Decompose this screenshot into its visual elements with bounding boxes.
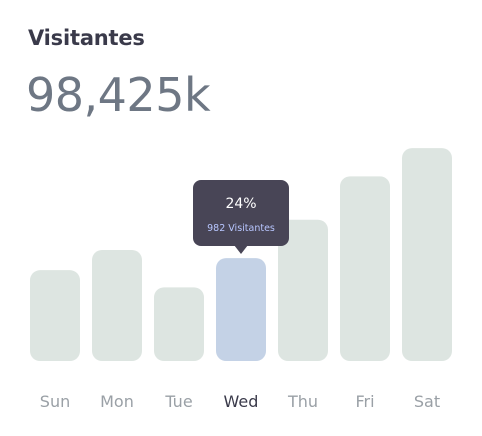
bar-mon[interactable] <box>92 250 142 361</box>
tooltip-arrow <box>234 245 248 254</box>
x-label-thu: Thu <box>287 392 318 411</box>
card-title: Visitantes <box>28 26 145 50</box>
bar-wed[interactable] <box>216 258 266 361</box>
x-label-sun: Sun <box>40 392 70 411</box>
x-axis-labels: Sun Mon Tue Wed Thu Fri Sat <box>40 392 440 411</box>
bars-group <box>30 148 452 361</box>
bar-sat[interactable] <box>402 148 452 361</box>
x-label-mon: Mon <box>100 392 134 411</box>
x-label-sat: Sat <box>414 392 440 411</box>
tooltip-percent: 24% <box>225 196 256 212</box>
x-label-wed: Wed <box>224 392 259 411</box>
bar-tue[interactable] <box>154 287 204 361</box>
total-visitors-value: 98,425k <box>26 68 211 122</box>
tooltip-visitors: 982 Visitantes <box>207 223 275 234</box>
x-label-tue: Tue <box>164 392 192 411</box>
tooltip: 24% 982 Visitantes <box>193 180 289 254</box>
bar-fri[interactable] <box>340 176 390 361</box>
bar-sun[interactable] <box>30 270 80 361</box>
tooltip-box <box>193 180 289 246</box>
bar-thu[interactable] <box>278 219 328 361</box>
x-label-fri: Fri <box>355 392 374 411</box>
